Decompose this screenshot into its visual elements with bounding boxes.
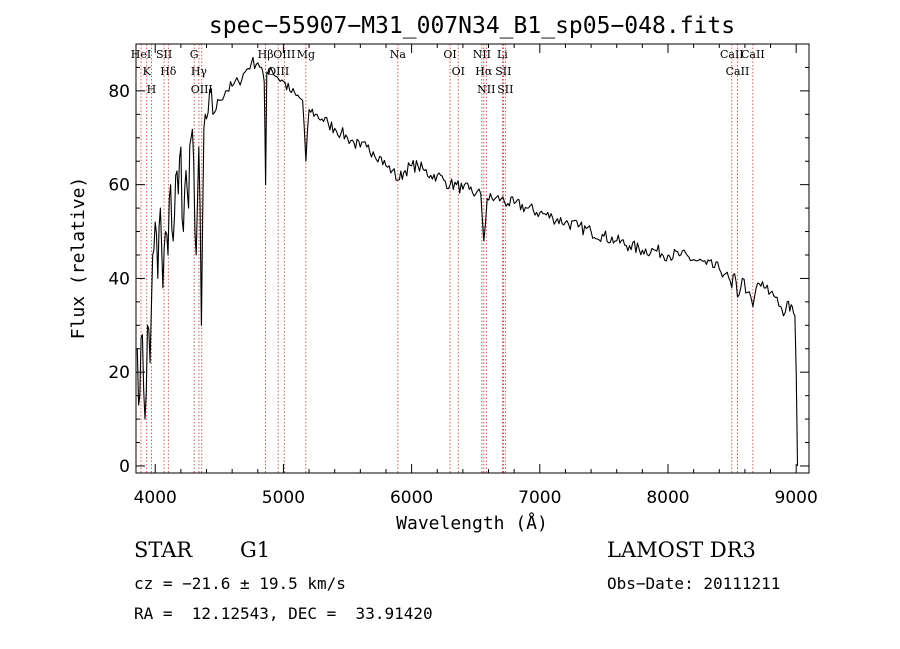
spectrum-line [136,56,799,467]
redshift-velocity: cz = −21.6 ± 19.5 km/s [134,574,346,593]
marker-label-21: CaII [720,48,744,61]
marker-label-23: CaII [741,48,765,61]
marker-label-7: OIII [191,83,213,96]
marker-label-9: OIII [267,65,289,78]
marker-label-22: CaII [726,65,750,78]
marker-label-19: SII [495,65,511,78]
marker-label-16: Hα [475,65,493,78]
x-axis-label: Wavelength (Å) [396,512,548,534]
chart-title: spec−55907−M31_007N34_B1_sp05−048.fits [209,13,735,39]
x-tick-label-3: 7000 [518,488,561,508]
y-tick-label-3: 60 [108,176,130,196]
y-tick-label-1: 20 [108,363,130,383]
x-tick-label-2: 6000 [390,488,433,508]
x-tick-label-4: 8000 [646,488,689,508]
x-tick-label-5: 9000 [775,488,818,508]
y-axis-ticks: 0 20 40 60 80 [108,66,809,477]
marker-label-15: NII [473,48,491,61]
marker-label-5: G [190,48,199,61]
marker-label-2: H [147,83,157,96]
y-axis-label: Flux (relative) [68,177,89,340]
y-tick-label-4: 80 [108,82,130,102]
observation-date: Obs−Date: 20111211 [607,574,781,593]
marker-label-8: Hβ [258,48,274,61]
x-tick-label-1: 5000 [262,488,305,508]
marker-label-13: OI [443,48,456,61]
object-subclass: G1 [240,538,271,562]
object-class: STAR [134,538,193,562]
y-tick-label-2: 40 [108,269,130,289]
x-tick-label-0: 4000 [134,488,177,508]
marker-label-17: NII [477,83,495,96]
spectral-line-markers [140,44,754,473]
coordinates: RA = 12.12543, DEC = 33.91420 [134,604,433,623]
survey-name: LAMOST DR3 [607,538,756,562]
marker-label-0: HeI [131,48,151,61]
y-tick-label-0: 0 [119,457,130,477]
marker-label-12: Na [390,48,407,61]
marker-label-10: OIII [273,48,295,61]
marker-label-14: OI [452,65,465,78]
marker-label-11: Mg [297,48,315,61]
marker-label-4: Hδ [160,65,177,78]
marker-label-20: SII [497,83,513,96]
plot-frame [135,43,810,474]
marker-label-18: Li [497,48,508,61]
marker-label-3: SII [156,48,172,61]
marker-label-1: K [143,65,152,78]
x-axis-ticks: 4000 5000 6000 7000 8000 9000 [134,44,818,508]
marker-label-6: Hγ [191,65,208,78]
